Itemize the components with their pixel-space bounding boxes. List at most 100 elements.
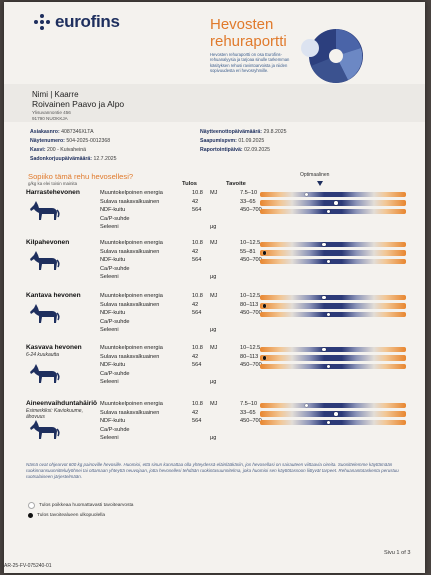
nutrient-row: Sulava raakavalkuainen 42 55–81 (100, 249, 400, 257)
nutrient-row: NDF-kuitu 564 450–700 (100, 207, 400, 215)
nutrient-label: Muuntokelpoinen energia (100, 401, 163, 407)
range-bar (260, 419, 406, 426)
nutrient-label: Muuntokelpoinen energia (100, 190, 163, 196)
result-marker (322, 295, 326, 299)
result-marker (322, 242, 326, 246)
nutrient-label: Seleeni (100, 274, 119, 281)
nutrient-unit: MJ (210, 401, 218, 407)
nutrient-label: NDF-kuitu (100, 362, 126, 369)
section-subtitle: g/kg ka elei toisin mainita (28, 181, 78, 186)
nutrient-target: 33–65 (240, 409, 256, 416)
result-marker (262, 304, 267, 308)
customer-city: 91790 NUOKKJA (32, 116, 68, 121)
nutrient-row: Seleeni µg (100, 274, 400, 282)
nutrient-row: Muuntokelpoinen energia 10.8 MJ 10–12.5 (100, 345, 400, 353)
horse-group-title: Kantava hevonen (26, 292, 81, 299)
puzzle-wheel-icon (301, 29, 363, 83)
meta-customer-no: Asiakasnro: 4087346XLTA (30, 129, 94, 135)
horse-icon (26, 418, 60, 440)
nutrient-unit: µg (210, 224, 217, 231)
nutrient-value: 564 (192, 310, 202, 317)
horse-icon (26, 302, 60, 324)
nutrient-label: Muuntokelpoinen energia (100, 345, 163, 351)
nutrient-label: Seleeni (100, 379, 119, 386)
nutrient-unit: µg (210, 379, 217, 386)
legend-item-white: Tulos poikkeaa huomattavasti tavoitearvo… (28, 502, 133, 509)
report-title: Hevosten rehuraportti (210, 16, 287, 50)
nutrient-row: Seleeni µg (100, 224, 400, 232)
nutrient-row: Seleeni µg (100, 327, 400, 335)
range-bar (260, 258, 406, 265)
nutrient-row: Sulava raakavalkuainen 42 80–113 (100, 302, 400, 310)
nutrient-unit: MJ (210, 190, 218, 196)
nutrient-label: Sulava raakavalkuainen (100, 409, 160, 416)
nutrient-row: Ca/P-suhde (100, 216, 400, 224)
nutrient-label: NDF-kuitu (100, 257, 126, 264)
range-bar (260, 191, 406, 197)
result-marker (326, 312, 331, 317)
nutrient-row: NDF-kuitu 564 450–700 (100, 310, 400, 318)
nutrient-unit: MJ (210, 240, 218, 246)
nutrient-value: 42 (192, 248, 199, 255)
nutrient-target: 10–12.5 (240, 293, 261, 299)
range-bar (260, 355, 406, 361)
col-header-targets: Tavoite (226, 181, 246, 187)
optimal-marker-icon (317, 181, 323, 186)
horse-group-title: Kasvava hevonen (26, 344, 82, 351)
title-line-1: Hevosten (210, 16, 274, 33)
nutrient-value: 10.8 (192, 190, 203, 196)
customer-name: Nimi | Kaarre (32, 90, 79, 99)
nutrient-unit: µg (210, 327, 217, 334)
nutrient-target: 450–700 (240, 207, 262, 214)
result-marker (262, 251, 267, 255)
nutrient-row: Ca/P-suhde (100, 319, 400, 327)
nutrient-label: NDF-kuitu (100, 418, 126, 425)
range-bar (260, 346, 406, 352)
meta-sealed-date: Sadonkorjuupäivämäärä: 12.7.2025 (30, 156, 117, 162)
horse-group-title: Harrastehevonen (26, 189, 80, 196)
page-number: Sivu 1 of 3 (384, 550, 411, 556)
legend-black-dot-icon (28, 513, 33, 518)
eurofins-logo: eurofins (34, 12, 120, 32)
nutrient-target: 7.5–10 (240, 190, 258, 196)
customer-farm: Roivainen Paavo ja Alpo (32, 99, 125, 109)
nutrient-target: 33–65 (240, 198, 256, 205)
range-bar (260, 311, 406, 318)
customer-address-block: Nimi | Kaarre Roivainen Paavo ja Alpo Yl… (4, 84, 425, 122)
nutrient-row: Muuntokelpoinen energia 10.8 MJ 10–12.5 (100, 293, 400, 301)
nutrient-value: 564 (192, 207, 202, 214)
logo-text: eurofins (55, 12, 120, 31)
nutrient-row: Ca/P-suhde (100, 371, 400, 379)
nutrient-row: Ca/P-suhde (100, 427, 400, 435)
horse-icon (26, 199, 60, 221)
meta-received-date: Saapumispvm: 01.09.2025 (200, 138, 265, 144)
nutrient-label: Sulava raakavalkuainen (100, 248, 160, 255)
nutrient-target: 450–700 (240, 362, 262, 369)
range-bar (260, 241, 406, 247)
eurofins-logo-mark-icon (34, 14, 50, 30)
nutrient-target: 80–113 (240, 301, 259, 308)
range-bar (260, 250, 406, 256)
nutrient-label: NDF-kuitu (100, 207, 126, 214)
section-title: Sopiiko tämä rehu hevosellesi? (28, 172, 134, 181)
nutrient-label: Seleeni (100, 327, 119, 334)
nutrient-target: 55–81 (240, 248, 256, 255)
nutrient-row: Muuntokelpoinen energia 10.8 MJ 7.5–10 (100, 401, 400, 409)
customer-street: Ylisuvannontie 456 (32, 110, 71, 115)
footnote: Nämä ovat ohjearvot 600 kg painoville he… (26, 462, 399, 480)
nutrient-target: 7.5–10 (240, 401, 258, 407)
nutrient-unit: MJ (210, 345, 218, 351)
result-marker (326, 259, 331, 264)
range-bar (260, 402, 406, 408)
nutrient-target: 450–700 (240, 310, 262, 317)
result-marker (304, 403, 309, 407)
nutrient-unit: µg (210, 274, 217, 281)
range-bar (260, 200, 406, 206)
nutrient-row: NDF-kuitu 564 450–700 (100, 257, 400, 265)
nutrient-label: Ca/P-suhde (100, 215, 130, 222)
nutrient-value: 10.8 (192, 293, 203, 299)
nutrient-value: 42 (192, 198, 199, 205)
nutrient-label: Sulava raakavalkuainen (100, 198, 160, 205)
nutrient-label: Sulava raakavalkuainen (100, 301, 160, 308)
result-marker (326, 364, 331, 369)
